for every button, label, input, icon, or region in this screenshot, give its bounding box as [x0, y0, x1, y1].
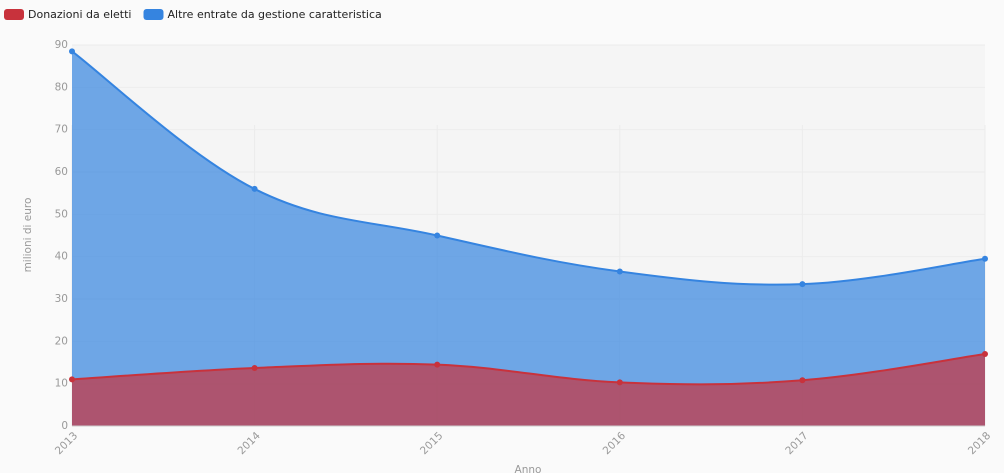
point: [434, 361, 441, 368]
legend-label[interactable]: Donazioni da eletti: [28, 8, 132, 21]
point: [251, 185, 258, 192]
point: [616, 379, 623, 386]
area-fill: [72, 354, 985, 426]
area-fill: [72, 51, 985, 426]
y-tick-label: 50: [55, 208, 68, 220]
y-tick-label: 40: [55, 251, 68, 263]
point: [69, 48, 75, 55]
y-tick-label: 0: [61, 420, 68, 432]
point: [434, 232, 441, 239]
legend-swatch[interactable]: [4, 9, 24, 20]
point: [251, 365, 258, 372]
point: [799, 281, 806, 288]
point: [616, 268, 623, 275]
y-tick-label: 20: [55, 335, 68, 347]
legend-swatch[interactable]: [143, 9, 164, 20]
y-tick-label: 10: [55, 378, 68, 390]
y-tick-label: 60: [55, 166, 68, 178]
point: [799, 377, 806, 384]
y-axis-title: milioni di euro: [22, 198, 34, 273]
area-line: [71, 353, 986, 386]
point: [982, 255, 988, 262]
y-tick-label: 80: [55, 81, 68, 93]
x-axis-title: Anno: [515, 464, 542, 473]
point: [69, 376, 75, 383]
y-tick-label: 70: [55, 124, 68, 136]
y-tick-label: 30: [55, 293, 68, 305]
point: [982, 351, 988, 358]
legend-label[interactable]: Altre entrate da gestione caratteristica: [168, 8, 382, 21]
y-tick-label: 90: [55, 39, 68, 51]
area-line: [71, 50, 986, 286]
